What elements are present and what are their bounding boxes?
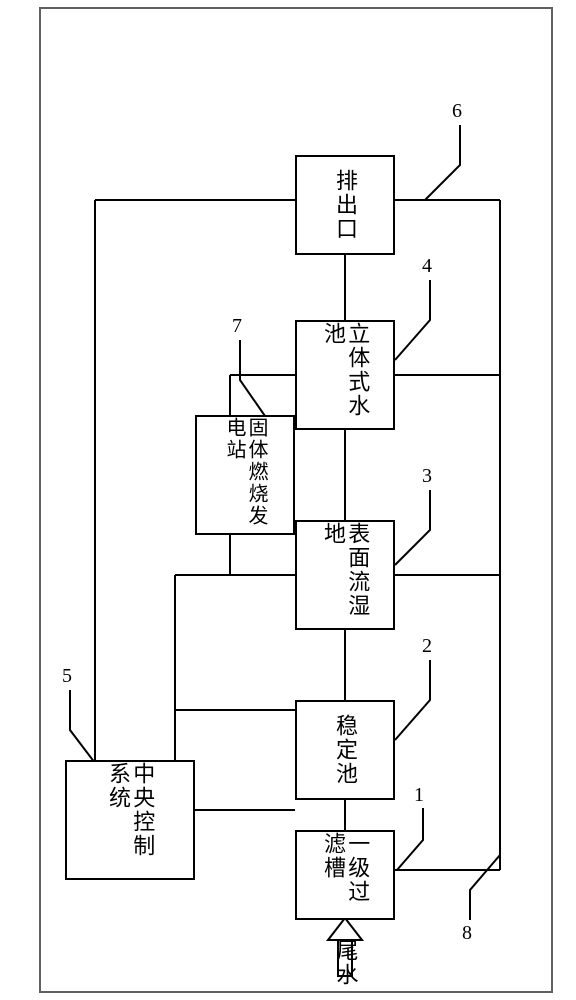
num-6: 6 (452, 100, 462, 123)
num-4: 4 (422, 255, 432, 278)
box-control: 中央控制系统 (65, 760, 195, 880)
box-filter-label: 一级过滤槽 (297, 832, 393, 918)
box-outlet: 排出口 (295, 155, 395, 255)
box-stable: 稳定池 (295, 700, 395, 800)
input-label: 尾水 (318, 935, 373, 990)
box-filter: 一级过滤槽 (295, 830, 395, 920)
num-3: 3 (422, 465, 432, 488)
box-wetland-label: 表面流湿地 (297, 522, 393, 628)
num-1: 1 (414, 784, 424, 807)
box-stable-label: 稳定池 (297, 702, 393, 798)
box-wetland: 表面流湿地 (295, 520, 395, 630)
num-8: 8 (462, 922, 472, 945)
num-2: 2 (422, 635, 432, 658)
box-plant-label: 固体燃烧发电站 (197, 417, 293, 533)
box-pool-label: 立体式水池 (297, 322, 393, 428)
num-7: 7 (232, 315, 242, 338)
box-pool: 立体式水池 (295, 320, 395, 430)
box-outlet-label: 排出口 (297, 157, 393, 253)
num-5: 5 (62, 665, 72, 688)
box-plant: 固体燃烧发电站 (195, 415, 295, 535)
box-control-label: 中央控制系统 (67, 762, 193, 878)
